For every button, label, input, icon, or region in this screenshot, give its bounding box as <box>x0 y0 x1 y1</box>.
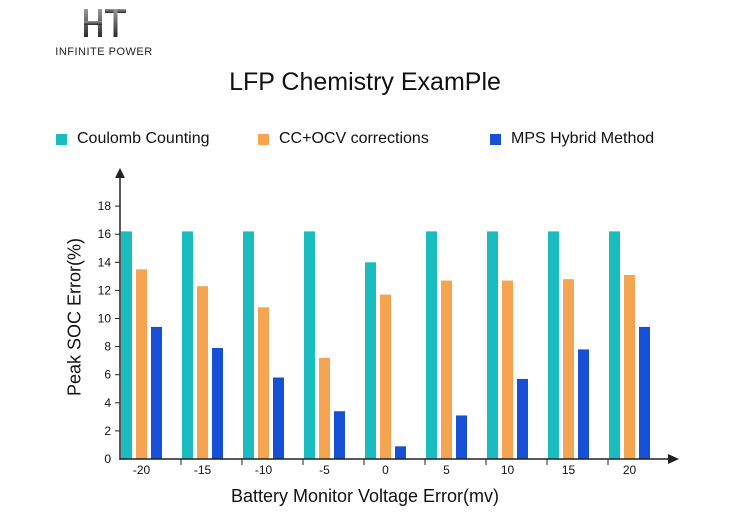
y-tick-label-4: 8 <box>104 340 111 354</box>
brand-logo: INFINITE POWER <box>46 8 162 58</box>
legend-item-coulomb: Coulomb Counting <box>56 127 210 151</box>
bar-ccocv-4 <box>380 294 391 459</box>
chart-title: LFP Chemistry ExamPle <box>229 68 501 96</box>
bar-coulomb-3 <box>304 231 315 459</box>
y-tick-label-6: 12 <box>98 283 112 297</box>
y-tick-label-0: 0 <box>104 452 111 466</box>
bar-ccocv-1 <box>197 286 208 459</box>
legend-label-ccocv: CC+OCV corrections <box>279 130 429 147</box>
chart-legend: Coulomb Counting CC+OCV corrections MPS … <box>0 127 730 151</box>
x-axis-arrow <box>668 454 679 464</box>
y-tick-label-7: 14 <box>98 255 112 269</box>
legend-label-coulomb: Coulomb Counting <box>77 130 210 147</box>
bar-mps-1 <box>212 348 223 459</box>
y-tick-label-1: 2 <box>104 424 111 438</box>
bar-mps-8 <box>639 326 650 459</box>
bar-mps-4 <box>395 446 406 459</box>
x-tick-label-8: 20 <box>623 463 637 477</box>
bar-ccocv-7 <box>563 279 574 459</box>
x-tick-label-0: -20 <box>133 463 151 477</box>
legend-item-mps: MPS Hybrid Method <box>490 127 654 151</box>
bar-ccocv-5 <box>441 280 452 459</box>
logo-subtitle: INFINITE POWER <box>55 46 153 58</box>
bar-coulomb-0 <box>121 231 132 459</box>
x-tick-label-7: 15 <box>562 463 576 477</box>
y-tick-label-2: 4 <box>104 396 111 410</box>
x-tick-label-2: -10 <box>255 463 273 477</box>
bar-mps-0 <box>151 326 162 459</box>
x-tick-label-5: 5 <box>443 463 450 477</box>
y-tick-label-9: 18 <box>98 199 112 213</box>
bar-ccocv-3 <box>319 357 330 459</box>
y-axis-arrow <box>115 168 125 178</box>
x-tick-label-1: -15 <box>194 463 212 477</box>
legend-label-mps: MPS Hybrid Method <box>511 130 655 147</box>
x-axis-label: Battery Monitor Voltage Error(mv) <box>230 486 500 506</box>
bar-mps-6 <box>517 378 528 459</box>
y-tick-label-5: 10 <box>98 312 112 326</box>
y-axis-label: Peak SOC Error(%) <box>64 237 85 397</box>
x-tick-label-4: 0 <box>382 463 389 477</box>
bar-coulomb-8 <box>609 231 620 459</box>
bar-ccocv-2 <box>258 307 269 459</box>
bar-coulomb-1 <box>182 231 193 459</box>
bar-coulomb-5 <box>426 231 437 459</box>
y-tick-label-3: 6 <box>104 368 111 382</box>
bar-ccocv-0 <box>136 269 147 459</box>
ht-logo-icon <box>84 9 126 37</box>
y-tick-label-8: 16 <box>98 227 112 241</box>
x-tick-label-6: 10 <box>501 463 515 477</box>
legend-swatch-coulomb <box>56 133 67 145</box>
bar-coulomb-2 <box>243 231 254 459</box>
legend-item-ccocv: CC+OCV corrections <box>258 127 429 151</box>
legend-swatch-ccocv <box>258 133 269 145</box>
legend-swatch-mps <box>490 133 501 145</box>
bar-coulomb-4 <box>365 262 376 459</box>
bar-coulomb-7 <box>548 231 559 459</box>
bar-mps-7 <box>578 349 589 459</box>
bar-ccocv-8 <box>624 274 635 459</box>
x-tick-label-3: -5 <box>319 463 330 477</box>
bar-coulomb-6 <box>487 231 498 459</box>
bar-mps-5 <box>456 415 467 459</box>
bar-mps-3 <box>334 411 345 459</box>
bar-ccocv-6 <box>502 280 513 459</box>
bar-mps-2 <box>273 377 284 459</box>
